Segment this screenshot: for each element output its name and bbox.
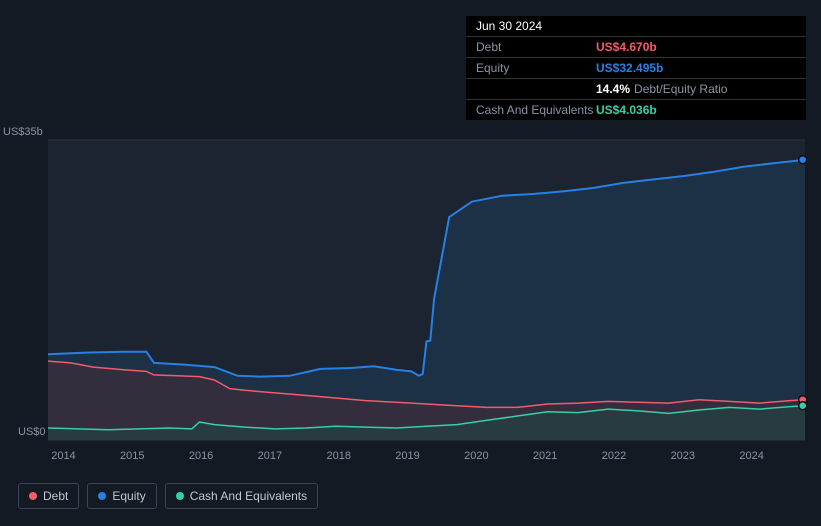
legend-label: Equity [112, 489, 145, 503]
tooltip-value: US$32.495b [596, 61, 663, 75]
tooltip-value: 14.4% [596, 82, 630, 96]
tooltip-row: EquityUS$32.495b [466, 58, 806, 79]
y-axis-label-bottom: US$0 [18, 426, 46, 438]
legend-label: Cash And Equivalents [190, 489, 307, 503]
tooltip-row: 14.4% Debt/Equity Ratio [466, 79, 806, 100]
tooltip-row: Cash And EquivalentsUS$4.036b [466, 100, 806, 120]
tooltip-row: DebtUS$4.670b [466, 37, 806, 58]
x-axis-tick: 2020 [464, 450, 488, 462]
point-tooltip: Jun 30 2024 DebtUS$4.670bEquityUS$32.495… [466, 16, 806, 120]
legend-dot-icon [176, 492, 184, 500]
x-axis-tick: 2022 [602, 450, 626, 462]
tooltip-label: Equity [476, 61, 596, 75]
tooltip-label: Debt [476, 40, 596, 54]
x-axis-tick: 2014 [51, 450, 75, 462]
x-axis-tick: 2024 [739, 450, 763, 462]
x-axis-tick: 2016 [189, 450, 213, 462]
x-axis-tick: 2015 [120, 450, 144, 462]
tooltip-value: US$4.036b [596, 103, 657, 117]
financial-chart: US$35b US$0 2014 2015 2016 2017 2018 2019 2020… [0, 0, 821, 526]
x-axis-tick: 2017 [258, 450, 282, 462]
x-axis-tick: 2018 [326, 450, 350, 462]
tooltip-value: US$4.670b [596, 40, 657, 54]
legend-item-debt[interactable]: Debt [18, 483, 79, 509]
legend-label: Debt [43, 489, 68, 503]
legend-dot-icon [29, 492, 37, 500]
x-axis-tick: 2021 [533, 450, 557, 462]
chart-legend: Debt Equity Cash And Equivalents [18, 483, 318, 509]
legend-item-cash-and-equivalents[interactable]: Cash And Equivalents [165, 483, 318, 509]
legend-item-equity[interactable]: Equity [87, 483, 156, 509]
tooltip-label: Cash And Equivalents [476, 103, 596, 117]
x-axis-tick: 2023 [671, 450, 695, 462]
x-axis-tick: 2019 [395, 450, 419, 462]
legend-dot-icon [98, 492, 106, 500]
tooltip-suffix: Debt/Equity Ratio [634, 82, 727, 96]
tooltip-label [476, 82, 596, 96]
tooltip-date: Jun 30 2024 [476, 19, 542, 33]
y-axis-label-top: US$35b [3, 126, 43, 138]
